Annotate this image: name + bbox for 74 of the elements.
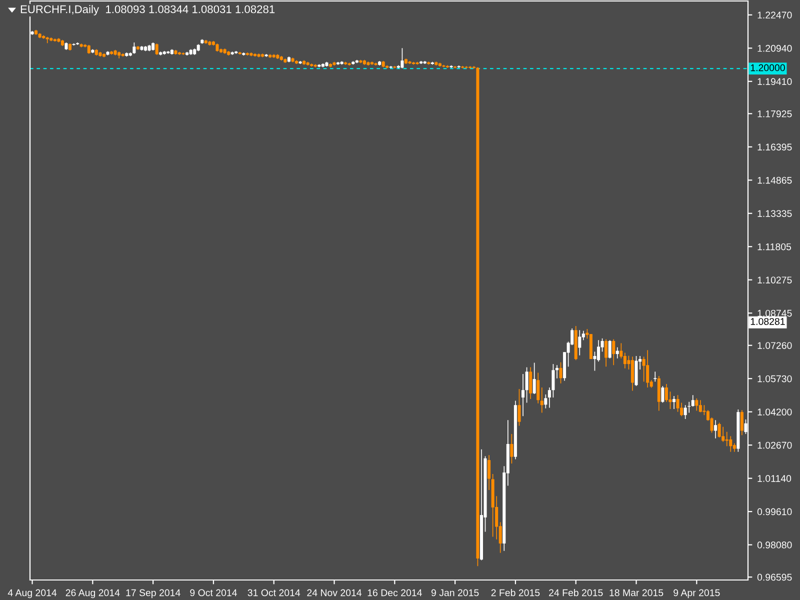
x-tick-label: 24 Feb 2015	[549, 589, 603, 596]
x-tick-label: 9 Jan 2015	[431, 589, 479, 596]
candlestick	[695, 398, 698, 412]
candlestick	[714, 420, 718, 439]
y-tick-label: 1.16395	[758, 144, 792, 151]
text: 1.08281	[750, 318, 785, 325]
x-tick-label: 24 Nov 2014	[307, 589, 362, 596]
candlestick	[532, 362, 536, 394]
candlestick	[672, 396, 676, 410]
x-tick-label: 18 Mar 2015	[610, 589, 664, 596]
y-tick-label: 1.02670	[758, 442, 792, 449]
x-tick-label: 31 Oct 2014	[248, 589, 300, 596]
x-tick-label: 16 Dec 2014	[368, 589, 422, 596]
candlestick	[698, 400, 702, 413]
x-tick-label: 17 Sep 2014	[126, 589, 180, 598]
candlestick	[691, 394, 694, 408]
x-tick-label: 9 Apr 2015	[674, 589, 720, 598]
y-tick-label: 1.14865	[758, 176, 792, 184]
candlestick	[676, 394, 680, 412]
candlestick	[702, 404, 706, 416]
candlestick	[608, 340, 612, 359]
candlestick	[664, 384, 668, 402]
candlestick	[544, 394, 548, 409]
candlestick	[155, 43, 158, 56]
y-tick-label: 1.08745	[758, 310, 792, 317]
x-tick-label: 2 Feb 2015	[491, 589, 540, 596]
candlestick	[522, 374, 525, 417]
y-tick-label: 1.11805	[758, 243, 792, 250]
candlestick	[680, 402, 684, 417]
y-tick-label: 1.20940	[758, 44, 792, 52]
candlestick	[132, 42, 136, 54]
candlestick	[740, 410, 744, 436]
candlestick	[646, 350, 650, 388]
y-tick-label: 1.19410	[758, 78, 792, 86]
candlestick	[604, 338, 608, 368]
candlestick	[540, 387, 544, 414]
candlestick	[597, 340, 600, 362]
candlestick	[400, 48, 404, 69]
y-tick-label: 1.07260	[758, 342, 792, 349]
candlestick	[525, 366, 528, 404]
candlestick	[729, 436, 732, 452]
chart-title: EURCHF.I,Daily 1.08093 1.08344 1.08031 1.08281	[20, 5, 275, 16]
candlestick	[722, 426, 725, 442]
ref-line-label: 1.20000	[750, 64, 785, 72]
y-tick-label: 1.17925	[758, 110, 792, 118]
x-tick-label: 26 Aug 2014	[66, 589, 120, 598]
candlestick	[559, 362, 562, 384]
candlestick	[616, 346, 619, 359]
candlestick	[555, 364, 558, 379]
y-tick-label: 1.13335	[758, 210, 792, 217]
y-tick-label: 0.98080	[757, 542, 792, 548]
y-tick-label: 0.99610	[757, 508, 792, 516]
candlestick	[657, 376, 660, 412]
candlestick	[536, 372, 540, 404]
candlestick	[718, 422, 721, 438]
y-tick-label: 1.01140	[758, 475, 792, 482]
candlestick	[630, 356, 634, 392]
candlestick	[612, 338, 616, 366]
y-tick-label: 1.04200	[758, 408, 792, 416]
candlestick	[661, 386, 664, 404]
candlestick	[529, 366, 532, 400]
candlestick	[684, 404, 687, 420]
y-tick-label: 1.22470	[758, 12, 792, 19]
y-tick-label: 1.10275	[758, 276, 792, 284]
candlestick	[578, 330, 582, 356]
y-tick-label: 1.05730	[758, 375, 792, 382]
candlestick	[654, 371, 657, 382]
candlestick	[510, 434, 514, 464]
y-tick-label: 0.96595	[757, 574, 792, 581]
candlestick	[623, 352, 626, 369]
x-tick-label: 4 Aug 2014	[8, 589, 57, 598]
candlestick	[488, 454, 491, 490]
x-tick-label: 9 Oct 2014	[190, 589, 237, 596]
candlestick	[518, 388, 521, 426]
